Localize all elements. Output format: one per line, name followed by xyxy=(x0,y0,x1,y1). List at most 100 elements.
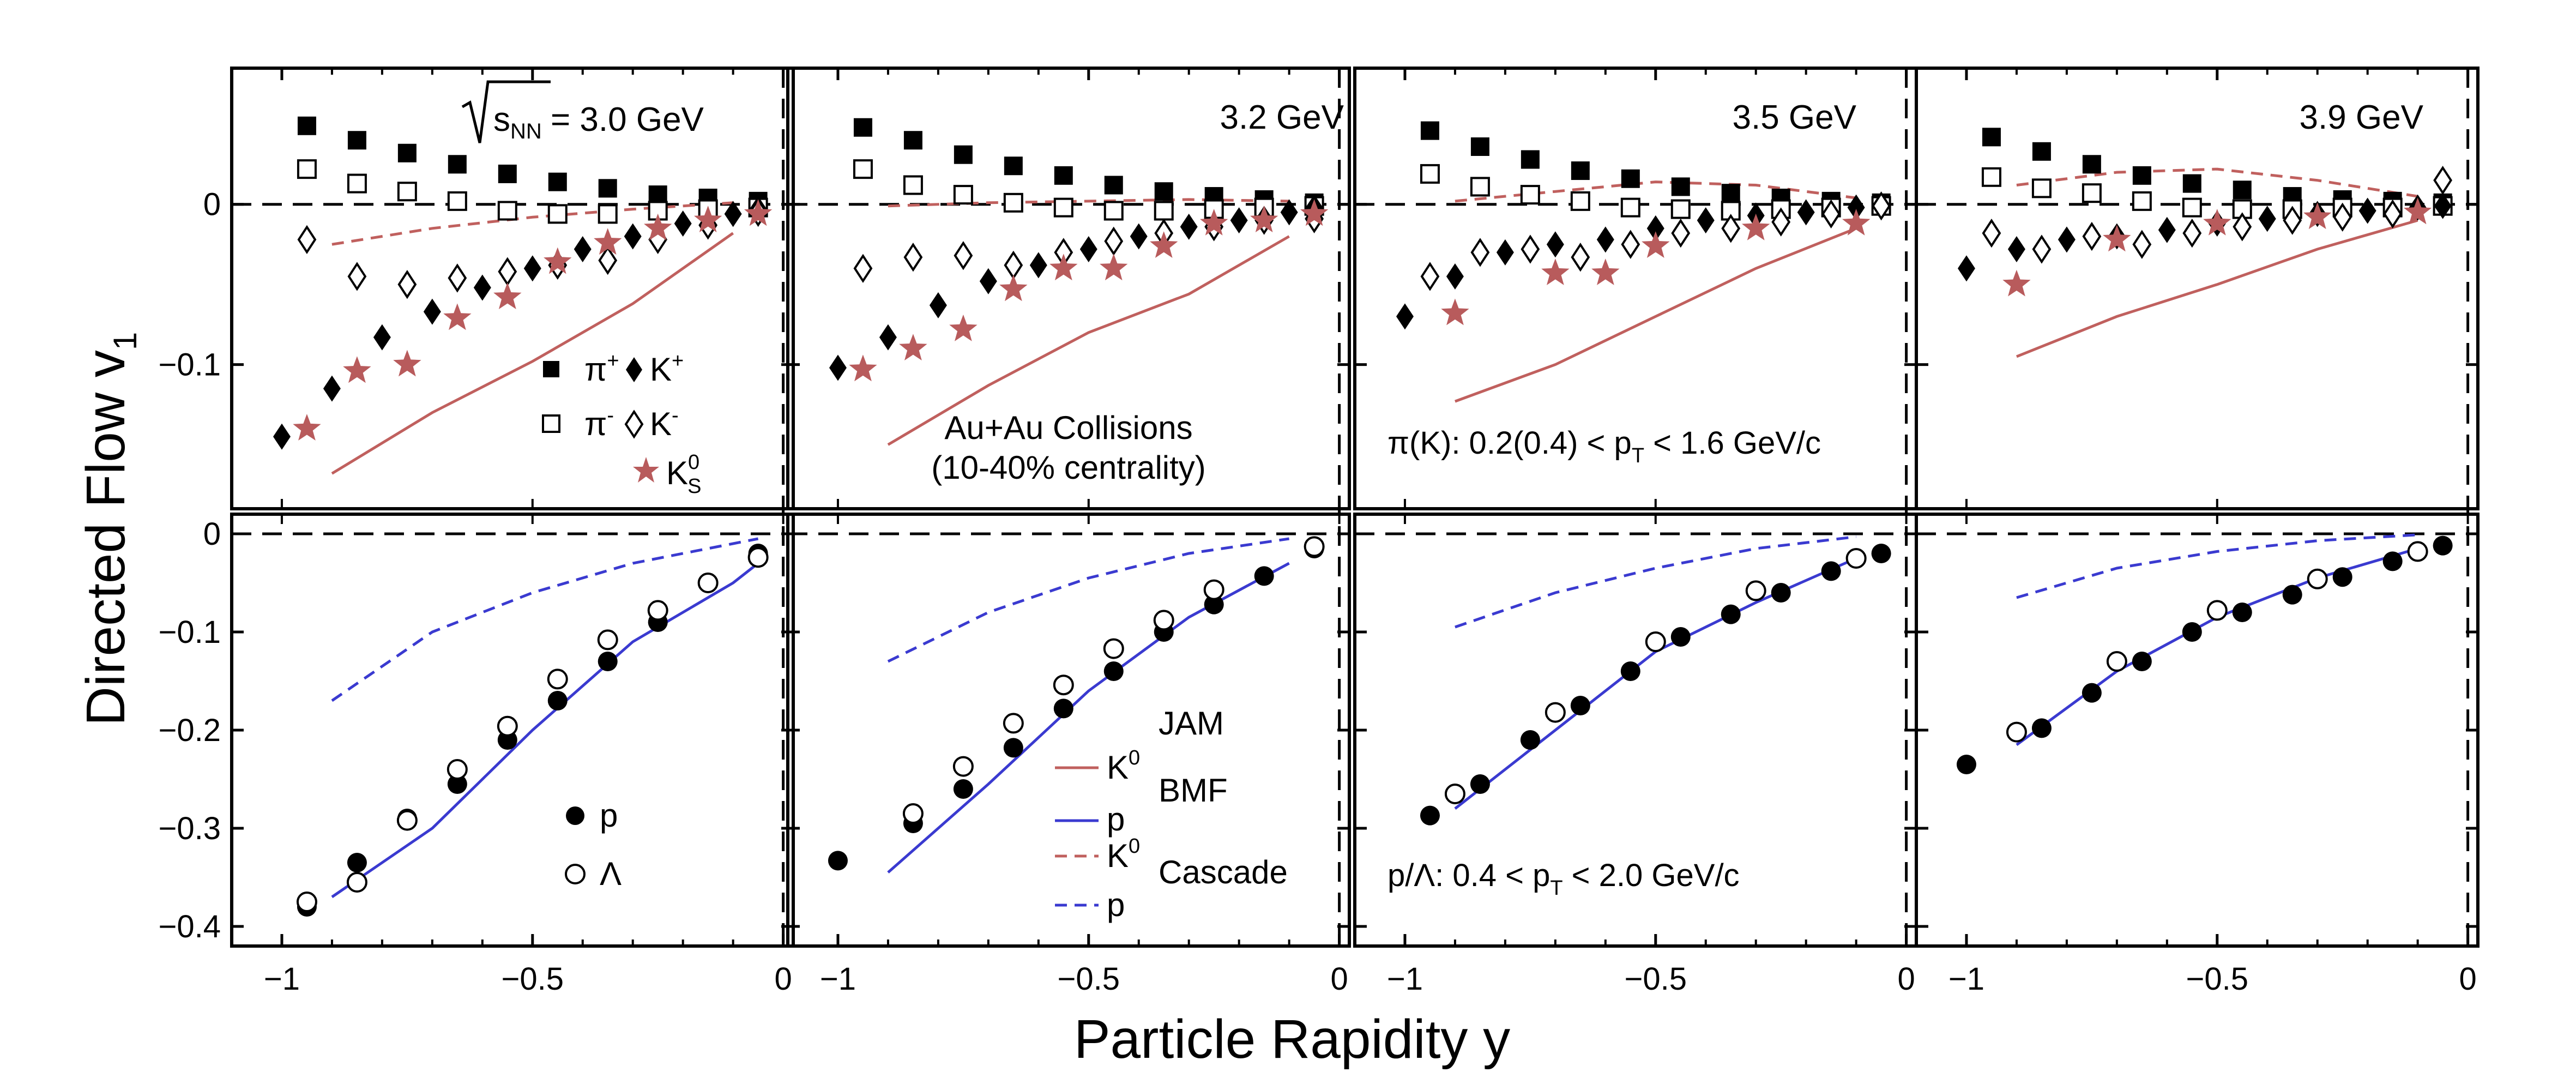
series-k-plus xyxy=(1396,192,1890,330)
jam-p-curve xyxy=(1454,557,1857,810)
series-lambda xyxy=(1444,548,1867,804)
data-point--5 xyxy=(547,669,568,690)
legend-pi-minus: π- xyxy=(584,404,614,442)
x-tick-label: 0 xyxy=(2459,961,2476,997)
data-point-p-7 xyxy=(1771,583,1791,603)
data-point-K-6 xyxy=(598,245,618,275)
data-point--0 xyxy=(1981,167,2001,187)
data-point-K-1 xyxy=(323,375,341,402)
data-point--5 xyxy=(1103,201,1124,221)
data-point--1 xyxy=(347,131,366,150)
data-point--0 xyxy=(297,159,317,179)
legend-k-minus-marker xyxy=(624,409,644,439)
data-point--0 xyxy=(853,159,873,179)
legend-jam-k0: K0 xyxy=(1107,746,1140,786)
series-lambda xyxy=(296,547,769,912)
data-point-K-0 xyxy=(273,423,291,450)
data-point-K-9 xyxy=(2433,166,2453,195)
data-point--1 xyxy=(1470,177,1490,197)
data-point--0 xyxy=(902,803,924,824)
x-axis-title: Particle Rapidity y xyxy=(1074,1009,1510,1070)
cascade-p-curve xyxy=(331,537,759,702)
data-point--3 xyxy=(1570,191,1590,211)
data-point-K-4 xyxy=(2158,216,2176,243)
data-point-p-5 xyxy=(547,691,568,710)
data-point-p-3 xyxy=(2132,652,2152,671)
data-point--0 xyxy=(1420,164,1440,184)
legend-k0s: K0 S xyxy=(666,451,702,498)
data-point-p-5 xyxy=(1103,661,1124,681)
top-panel-frame xyxy=(230,67,795,510)
data-point--3 xyxy=(447,191,467,211)
data-point--5 xyxy=(1104,176,1123,195)
y-axis-title-sub: 1 xyxy=(107,332,143,350)
data-point--8 xyxy=(697,573,719,593)
data-point-K-5 xyxy=(1079,236,1097,263)
bottom-panel-frame xyxy=(786,513,1351,948)
data-point-KS0-0 xyxy=(2002,269,2031,297)
data-point-KS0-1 xyxy=(899,334,927,360)
sqrt-s-sub: NN xyxy=(510,119,542,143)
data-point--2 xyxy=(397,182,417,202)
panel-frames: −1 −0.5 0 −1 −0.5 0 −1 −0.5 0 −1 −0.5 0 0 −0.1 0 −0.1 −0… xyxy=(159,67,2480,997)
data-point--1 xyxy=(952,756,974,777)
data-point--3 xyxy=(1571,161,1590,180)
cascade-k0-curve xyxy=(331,201,733,246)
data-point-K-1 xyxy=(2007,236,2025,263)
data-point-K-3 xyxy=(423,298,441,325)
data-point-K-5 xyxy=(1671,218,1691,248)
data-point--3 xyxy=(448,155,467,174)
series-k-plus xyxy=(273,196,767,450)
legend-lambda: Λ xyxy=(600,856,622,892)
data-point--2 xyxy=(1521,150,1540,169)
data-point-K-2 xyxy=(373,324,391,351)
data-point-KS0-6 xyxy=(594,228,622,255)
energy-value-3: 3.5 GeV xyxy=(1733,99,1857,136)
data-point--1 xyxy=(1470,137,1489,156)
energy-value-1: = 3.0 GeV xyxy=(551,101,704,138)
data-point--6 xyxy=(1154,182,1173,201)
data-point-K-9 xyxy=(724,201,742,227)
data-point-p-9 xyxy=(2433,535,2453,556)
data-point-p-2 xyxy=(1520,730,1540,750)
data-point-KS0-1 xyxy=(2103,225,2131,252)
data-point-p-3 xyxy=(447,774,467,794)
series-k-minus xyxy=(1982,166,2453,264)
jam-k0-curve xyxy=(887,235,1290,446)
data-point--4 xyxy=(1053,197,1073,218)
jam-p-curve xyxy=(331,562,759,899)
data-point--2 xyxy=(1520,185,1540,205)
y-tick-label-bottom: −0.4 xyxy=(159,909,221,944)
data-point-K-2 xyxy=(929,292,947,318)
data-point-KS0-2 xyxy=(393,350,421,377)
data-point--5 xyxy=(1670,199,1691,219)
series-pi-plus xyxy=(297,116,768,210)
data-point-KS0-2 xyxy=(1591,258,1620,285)
data-point--2 xyxy=(953,185,973,205)
data-point--1 xyxy=(903,175,923,195)
data-point-p-3 xyxy=(1003,738,1023,758)
series-proton xyxy=(1420,544,1891,826)
data-point-K-0 xyxy=(1396,303,1414,330)
x-tick-label: −0.5 xyxy=(502,961,564,997)
series-k-plus xyxy=(1957,192,2452,282)
data-point--1 xyxy=(346,872,367,893)
data-point-K-10 xyxy=(2434,192,2452,219)
cascade-k0-curve xyxy=(1455,180,1856,203)
panel-1-axes: −1 −0.5 0 xyxy=(230,67,795,997)
series-k0s xyxy=(849,199,1329,382)
data-point-K-1 xyxy=(1470,238,1490,267)
data-point-KS0-7 xyxy=(644,213,672,240)
x-tick-label: −1 xyxy=(264,961,300,997)
series-lambda xyxy=(2006,541,2428,743)
cascade-p-curve xyxy=(2016,533,2418,599)
data-point-KS0-2 xyxy=(949,314,978,341)
data-point-KS0-7 xyxy=(1200,209,1228,236)
data-point-KS0-8 xyxy=(1250,206,1278,232)
x-tick-label: −1 xyxy=(820,961,856,997)
data-point--3 xyxy=(2132,166,2151,185)
legend-mesons: π+ K+ π- K- K0 S xyxy=(542,350,702,498)
data-point--3 xyxy=(1053,674,1074,696)
data-point-p-7 xyxy=(1204,594,1224,615)
